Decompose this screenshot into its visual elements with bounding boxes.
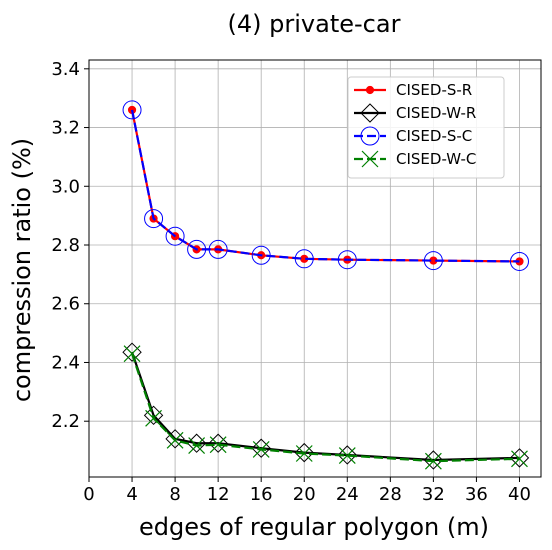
y-tick-label: 2.6 [51,294,80,315]
series-cised-s-c [122,100,529,271]
y-axis-title: compression ratio (%) [8,138,36,402]
x-tick-label: 36 [465,484,488,505]
x-tick-label: 0 [83,484,94,505]
legend-item: CISED-S-C [354,126,472,146]
data-point-circle [337,250,357,270]
data-point-circle [251,245,271,265]
data-point-circle [294,249,314,269]
x-tick-label: 16 [250,484,273,505]
x-tick-label: 28 [379,484,402,505]
data-point-circle [122,100,142,120]
data-point-diamond [423,450,444,470]
data-point-diamond [165,429,185,449]
data-point-circle [144,209,164,229]
legend-label: CISED-W-R [396,104,476,122]
data-series [122,100,530,470]
x-tick-label: 20 [293,484,316,505]
legend-item: CISED-S-R [354,81,472,99]
data-point-circle [208,239,228,259]
series-line [131,351,520,462]
legend-marker-x [361,150,379,168]
legend-label: CISED-S-C [396,127,472,145]
x-axis-title: edges of regular polygon (m) [139,513,489,541]
series-cised-w-c [123,345,528,470]
x-tick-label: 24 [336,484,359,505]
data-point-x [209,436,227,454]
data-point-x [123,345,141,363]
chart-title: (4) private-car [228,10,401,38]
data-point-x [145,409,162,427]
y-tick-label: 2.8 [51,235,80,256]
x-tick-label: 4 [126,484,137,505]
x-tick-label: 32 [422,484,445,505]
legend-marker-circle [360,126,380,146]
data-point-diamond [294,442,314,463]
x-tick-label: 12 [207,484,230,505]
y-tick-label: 3.4 [51,59,80,80]
data-point-diamond [251,438,271,458]
y-tick-label: 3.0 [51,176,80,197]
axis-ticks: 0 4 8 12 16 20 24 28 32 36 40 2.2 2.4 2.6 2.8 3.0 3.2 3.4 [51,59,531,505]
data-point-x [166,431,184,449]
data-point-diamond [208,433,228,453]
data-point-x [252,440,270,458]
legend-box [347,76,505,179]
series-line [130,109,520,263]
data-point-circle [187,239,207,259]
legend-label: CISED-W-C [396,150,476,168]
legend-item: CISED-W-R [354,103,476,123]
legend-marker-diamond [360,103,380,123]
data-point-x [511,450,528,468]
x-tick-label: 8 [169,484,180,505]
data-point-circle [423,251,443,271]
y-tick-label: 2.4 [51,352,80,373]
y-tick-label: 3.2 [51,118,80,139]
data-point-diamond [337,445,357,465]
series-line [131,353,520,463]
data-point-circle [509,251,529,271]
legend-item: CISED-W-C [354,150,476,168]
grid-lines [88,60,541,477]
data-point-circle [165,226,185,246]
series-cised-w-r [122,342,530,470]
legend: CISED-S-R CISED-W-R CISED-S-C CISED-W-C [347,76,505,179]
legend-marker-dot [365,85,375,95]
data-point-x [188,437,206,455]
data-point-x [295,445,313,462]
y-tick-label: 2.2 [51,411,80,432]
data-point-diamond [509,448,530,468]
data-point-x [338,447,356,464]
data-point-diamond [122,342,142,362]
legend-label: CISED-S-R [396,81,472,99]
data-point-x [424,452,442,470]
plot-area-frame [88,59,542,478]
x-tick-label: 40 [508,484,531,505]
